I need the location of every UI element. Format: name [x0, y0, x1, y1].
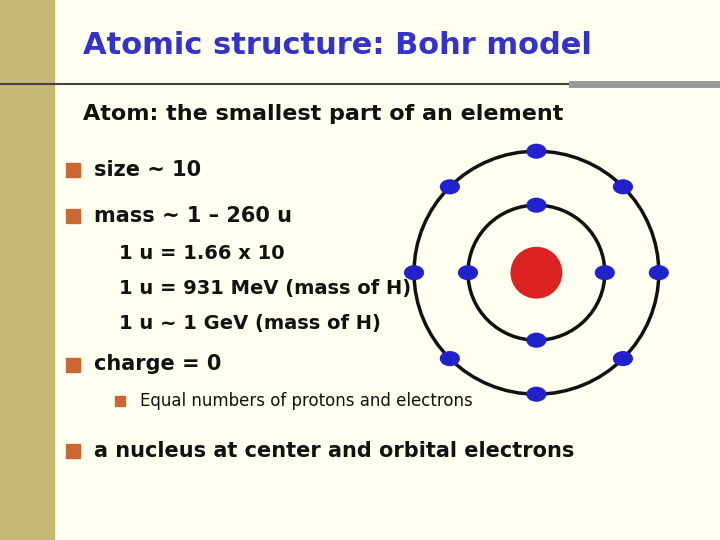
Circle shape [404, 265, 424, 280]
Circle shape [526, 333, 546, 348]
Text: Atom: the smallest part of an element: Atom: the smallest part of an element [83, 104, 563, 125]
Text: 1 u = 931 MeV (mass of H): 1 u = 931 MeV (mass of H) [119, 279, 411, 299]
Circle shape [595, 265, 615, 280]
Circle shape [649, 265, 669, 280]
FancyBboxPatch shape [0, 0, 54, 540]
Circle shape [526, 144, 546, 159]
Circle shape [613, 179, 633, 194]
Circle shape [613, 351, 633, 366]
Ellipse shape [510, 247, 562, 299]
Circle shape [440, 179, 460, 194]
Text: 1 u ~ 1 GeV (mass of H): 1 u ~ 1 GeV (mass of H) [119, 314, 381, 334]
Text: a nucleus at center and orbital electrons: a nucleus at center and orbital electron… [94, 441, 574, 461]
Text: 1 u = 1.66 x 10: 1 u = 1.66 x 10 [119, 244, 284, 264]
Circle shape [526, 198, 546, 213]
Circle shape [526, 387, 546, 402]
Text: Equal numbers of protons and electrons: Equal numbers of protons and electrons [140, 392, 473, 410]
Text: Atomic structure: Bohr model: Atomic structure: Bohr model [83, 31, 592, 60]
Text: charge = 0: charge = 0 [94, 354, 221, 375]
Circle shape [458, 265, 478, 280]
Text: size ~ 10: size ~ 10 [94, 160, 201, 180]
Circle shape [440, 351, 460, 366]
Text: mass ~ 1 – 260 u: mass ~ 1 – 260 u [94, 206, 292, 226]
